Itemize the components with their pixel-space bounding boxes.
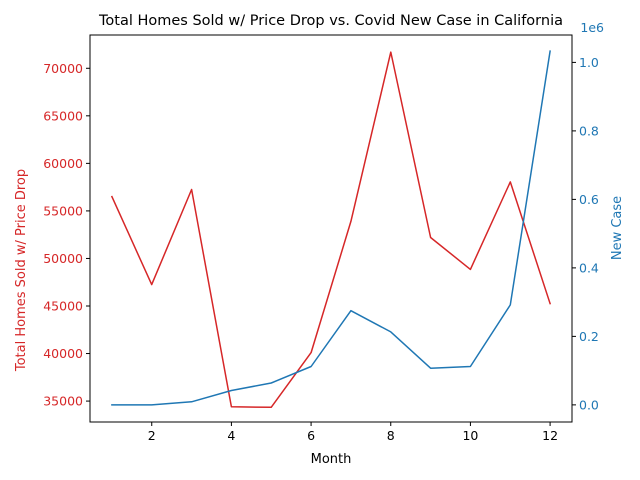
plot-frame [89, 34, 573, 423]
right-y-tick-label: 1.0 [579, 55, 599, 70]
chart-marks: 2 4 6 8 10 12 35000 40000 45000 50000 55000 60000 65… [43, 50, 599, 443]
chart-title: Total Homes Sold w/ Price Drop vs. Covid… [98, 13, 563, 29]
left-y-tick-label: 55000 [43, 203, 83, 218]
left-y-axis-label: Total Homes Sold w/ Price Drop [14, 169, 29, 372]
right-y-tick-label: 0.0 [579, 397, 599, 412]
homes-sold-line [110, 51, 552, 409]
right-y-tick-label: 0.2 [579, 329, 599, 344]
right-axis-offset-text: 1e6 [580, 20, 604, 35]
left-y-tick-label: 70000 [43, 61, 83, 76]
left-y-tick-label: 65000 [43, 108, 83, 123]
left-y-tick-label: 50000 [43, 251, 83, 266]
x-tick-label: 12 [542, 428, 558, 443]
x-tick-label: 6 [307, 428, 315, 443]
x-tick-label: 4 [227, 428, 235, 443]
left-y-tick-label: 45000 [43, 298, 83, 313]
right-y-tick-label: 0.6 [579, 192, 599, 207]
left-y-tick-label: 60000 [43, 156, 83, 171]
x-tick-label: 2 [148, 428, 156, 443]
right-y-tick-label: 0.4 [579, 260, 599, 275]
x-tick-label: 10 [462, 428, 478, 443]
right-y-axis-label: New Case [610, 196, 625, 260]
left-y-tick-label: 40000 [43, 346, 83, 361]
x-axis-label: Month [311, 452, 352, 467]
new-case-line [111, 50, 551, 406]
x-tick-label: 8 [387, 428, 395, 443]
right-y-tick-label: 0.8 [579, 123, 599, 138]
left-y-tick-label: 35000 [43, 394, 83, 409]
